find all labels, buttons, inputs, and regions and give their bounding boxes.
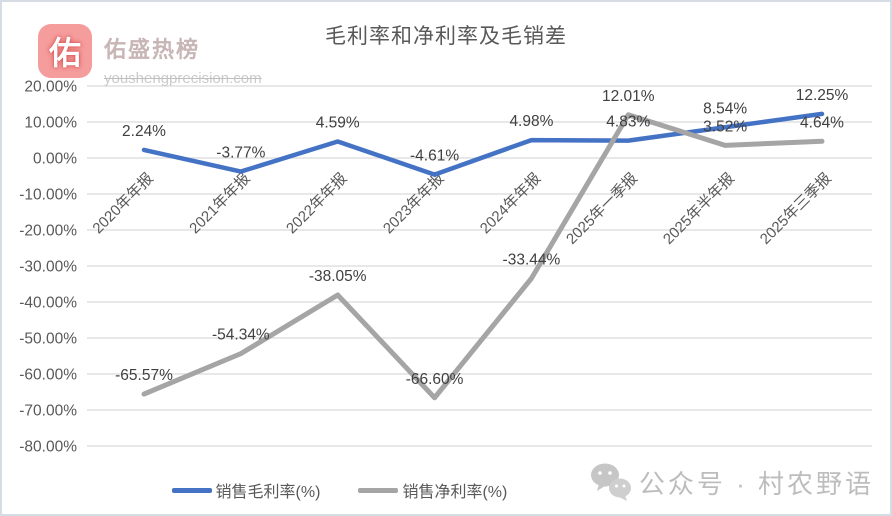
legend-item-net-margin: 销售净利率(%) bbox=[358, 478, 507, 502]
brand-logo-char: 佑 bbox=[48, 35, 81, 71]
wechat-watermark: 公众号 · 村农野语 bbox=[589, 462, 874, 502]
legend-label-net-margin: 销售净利率(%) bbox=[402, 484, 508, 501]
legend-label-gross-margin: 销售毛利率(%) bbox=[215, 484, 321, 501]
data-label: -38.05% bbox=[309, 268, 367, 285]
brand-name: 佑盛热榜 bbox=[104, 37, 201, 62]
data-label: -66.60% bbox=[406, 371, 464, 388]
data-label: 12.25% bbox=[796, 87, 849, 104]
y-axis-tick-label: 10.00% bbox=[24, 115, 77, 132]
x-axis-category-label: 2022年年报 bbox=[283, 170, 350, 237]
data-label: 4.64% bbox=[800, 114, 844, 131]
x-axis-category-label: 2021年年报 bbox=[186, 170, 253, 237]
y-axis-tick-label: -50.00% bbox=[19, 331, 77, 348]
chart-title: 毛利率和净利率及毛销差 bbox=[325, 25, 567, 48]
x-axis-category-label: 2020年年报 bbox=[89, 170, 156, 237]
y-axis-tick-label: -20.00% bbox=[19, 223, 77, 240]
x-axis-category-label: 2025年半年报 bbox=[660, 170, 738, 248]
y-axis-tick-label: -10.00% bbox=[19, 187, 77, 204]
data-label: 4.59% bbox=[316, 114, 360, 131]
data-label: -4.61% bbox=[410, 148, 459, 165]
x-axis-category-label: 2025年三季报 bbox=[757, 170, 835, 248]
y-axis-tick-label: 20.00% bbox=[24, 79, 77, 96]
data-label: 4.98% bbox=[509, 113, 553, 130]
data-label: -33.44% bbox=[503, 251, 561, 268]
data-label: -65.57% bbox=[115, 367, 173, 384]
data-label: -3.77% bbox=[216, 145, 265, 162]
y-axis-tick-label: -60.00% bbox=[19, 367, 77, 384]
y-axis-tick-label: 0.00% bbox=[33, 151, 77, 168]
brand-text-block: 佑盛热榜 youshengprecision.com bbox=[104, 24, 262, 87]
data-label: 3.52% bbox=[703, 118, 747, 135]
x-axis-category-label: 2023年年报 bbox=[380, 170, 447, 237]
wechat-icon bbox=[590, 463, 631, 501]
legend-line-swatch-blue bbox=[171, 487, 212, 493]
x-axis-category-label: 2024年年报 bbox=[477, 170, 544, 237]
brand-domain: youshengprecision.com bbox=[104, 70, 262, 87]
data-label: -54.34% bbox=[212, 327, 270, 344]
wechat-watermark-text: 公众号 · 村农野语 bbox=[638, 468, 874, 499]
chart-legend: 销售毛利率(%) 销售净利率(%) bbox=[2, 478, 677, 502]
series-line bbox=[141, 112, 825, 401]
brand-logo-icon: 佑 bbox=[38, 24, 92, 78]
legend-line-swatch-gray bbox=[358, 487, 399, 493]
y-axis-tick-label: -30.00% bbox=[19, 259, 77, 276]
data-label: 2.24% bbox=[122, 123, 166, 140]
data-label: 12.01% bbox=[602, 88, 655, 105]
y-axis-tick-label: -80.00% bbox=[19, 439, 77, 456]
brand-watermark: 佑 佑盛热榜 youshengprecision.com bbox=[38, 24, 262, 87]
legend-item-gross-margin: 销售毛利率(%) bbox=[171, 478, 321, 502]
series-line bbox=[141, 111, 825, 177]
y-axis-tick-label: -70.00% bbox=[19, 403, 77, 420]
y-axis-tick-label: -40.00% bbox=[19, 295, 77, 312]
data-label: 4.83% bbox=[606, 114, 650, 131]
data-label: 8.54% bbox=[703, 100, 747, 117]
